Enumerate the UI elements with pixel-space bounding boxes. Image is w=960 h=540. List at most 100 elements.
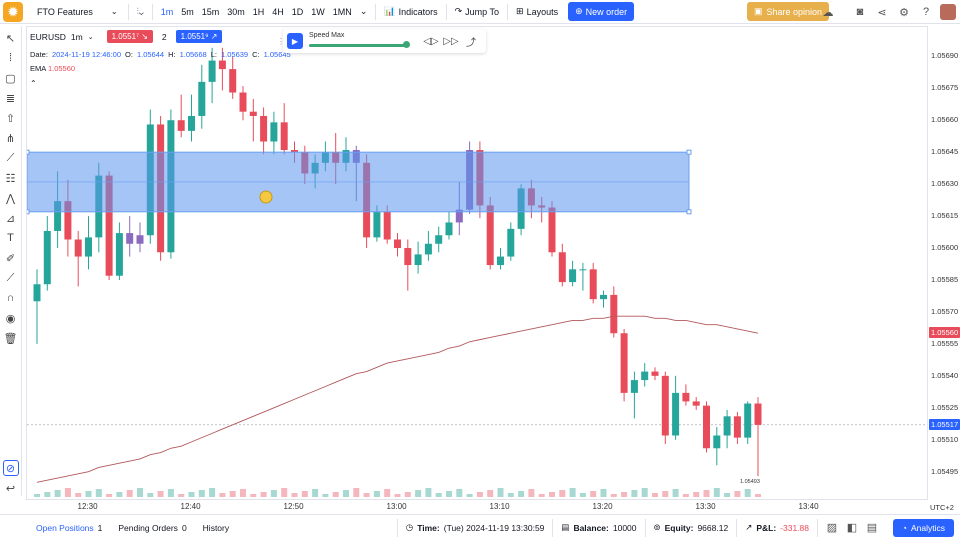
drawing-toolbar: ↖ ⁞ ▢ ≣ ⇧ ⋔ ⟋ ☷ ⋀ ⊿ T ✐ ⟋ ∩ ◉ 🗑 ⊘ ↩ [0, 26, 22, 496]
cloud-icon[interactable]: ☁ [822, 6, 834, 19]
volume-bar [322, 494, 329, 497]
chart-type-icon[interactable]: ⫶⌄ [136, 6, 144, 16]
step-back-icon[interactable]: ◁▷ [423, 35, 439, 47]
time-stat: ◷ Time: (Tue) 2024-11-19 13:30:59 [396, 518, 554, 537]
candle-body [33, 284, 41, 302]
camera-icon[interactable]: ◙ [856, 6, 864, 18]
play-button[interactable]: ▶ [287, 33, 303, 49]
candle-body [177, 120, 185, 131]
volume-bar [610, 494, 617, 497]
price-axis[interactable]: 1.05690 1.05675 1.05660 1.05645 1.05630 1.056… [928, 26, 960, 500]
cursor-icon[interactable]: ↖ [5, 32, 16, 45]
help-icon[interactable]: ? [922, 6, 930, 18]
gann-icon[interactable]: ☷ [5, 172, 16, 185]
drag-handle-icon[interactable]: ⋮ [277, 36, 285, 46]
volume-bar [569, 488, 576, 497]
workspace-selector[interactable]: FTO Features ⌄ [31, 4, 124, 20]
symbol-label[interactable]: EURUSD [30, 31, 66, 42]
layouts-label: Layouts [526, 6, 559, 17]
step-forward-icon[interactable]: ▷▷ [443, 35, 459, 47]
volume-bar [106, 494, 113, 497]
analytics-button[interactable]: ◔ Analytics [892, 519, 954, 537]
candle-body [43, 230, 51, 285]
share-opinion-button[interactable]: ▣ Share opinion [747, 2, 830, 21]
pnl-stat: ↗ P&L: -331.88 [737, 518, 818, 537]
indicators-label: Indicators [398, 6, 438, 17]
new-order-button[interactable]: ⊕ New order [568, 2, 635, 21]
timeframe-1D[interactable]: 1D [291, 6, 304, 17]
candle-body [754, 403, 762, 425]
candle-body [723, 416, 731, 436]
paint-icon[interactable]: ⟋ [6, 271, 15, 284]
analytics-icon: ◔ [901, 523, 907, 533]
timezone-label[interactable]: UTC+2 [930, 503, 954, 512]
speed-slider[interactable]: Speed Max [309, 31, 410, 51]
buy-button[interactable]: 1.0551⁹ ↗ [175, 30, 223, 43]
candle-body [630, 380, 638, 393]
vertical-line-icon[interactable]: ⁞ [8, 52, 13, 64]
trend-lines-icon[interactable]: ⟋ [6, 151, 15, 164]
chart-pane[interactable]: 1.05493 [26, 26, 928, 500]
pitchfork-icon[interactable]: ⋔ [5, 132, 16, 145]
candle-body [703, 405, 710, 449]
candlestick-chart[interactable]: 1.05493 [27, 27, 928, 500]
trash-icon[interactable]: 🗑 [3, 332, 18, 345]
timeframe-more-chevron-icon[interactable]: ⌄ [359, 6, 368, 16]
candle-body [744, 403, 752, 438]
magnet-icon[interactable]: ∩ [6, 292, 15, 304]
notes-icon[interactable]: ▨ [826, 522, 838, 534]
chevron-down-icon: ⌄ [110, 7, 118, 16]
speed-knob[interactable] [403, 41, 410, 48]
text-icon[interactable]: T [7, 232, 14, 244]
ruler-icon[interactable]: ⊿ [5, 212, 16, 225]
fib-icon[interactable]: ≣ [5, 92, 16, 105]
ema-row[interactable]: EMA 1.05560 [30, 64, 291, 73]
timeframe-5m[interactable]: 5m [181, 6, 194, 17]
jump-to-button[interactable]: ↷ Jump To [451, 3, 503, 20]
balance-value: 10000 [612, 522, 637, 533]
time-axis[interactable]: 12:30 12:40 12:50 13:00 13:10 13:20 13:30 13:40 [26, 500, 928, 514]
volume-bar [559, 490, 566, 497]
volume-bar [703, 490, 710, 497]
app-logo-icon[interactable]: ✹ [3, 1, 23, 22]
sidebar-toggle-icon[interactable]: ◧ [846, 522, 858, 534]
volume-bar [95, 489, 102, 497]
document-icon[interactable]: ▤ [866, 522, 878, 534]
timeframe-4H[interactable]: 4H [272, 6, 284, 17]
jump-bar-icon[interactable]: ⤴ [466, 37, 476, 49]
tab-pending-orders[interactable]: Pending Orders 0 [110, 523, 194, 533]
avatar[interactable] [940, 4, 956, 20]
timeframe-1W[interactable]: 1W [311, 6, 325, 17]
timeframe-1MN[interactable]: 1MN [332, 6, 352, 17]
candle-body [548, 207, 556, 253]
timeframe-30m[interactable]: 30m [227, 6, 245, 17]
volume-bar [734, 491, 741, 497]
volume-bar [518, 491, 525, 497]
settings-icon[interactable]: ⚙ [899, 6, 909, 19]
candle-body [404, 248, 412, 266]
timeframe-1H[interactable]: 1H [252, 6, 265, 17]
pnl-icon: ↗ [745, 522, 753, 532]
collapse-chevron-icon[interactable]: ⌃ [30, 79, 37, 88]
timeframe-1m[interactable]: 1m [160, 6, 174, 17]
link-icon[interactable]: ⊘ [2, 460, 19, 476]
timeframe-15m[interactable]: 15m [201, 6, 220, 17]
interval-label[interactable]: 1m [70, 31, 83, 42]
volume-bar [157, 491, 164, 497]
sell-button[interactable]: 1.0551⁷ ↘ [106, 30, 153, 43]
layouts-button[interactable]: ⊞ Layouts [512, 3, 562, 20]
back-icon[interactable]: ↩ [5, 482, 16, 495]
indicators-button[interactable]: 📊 Indicators [380, 3, 441, 20]
tab-open-positions[interactable]: Open Positions 1 [28, 523, 110, 533]
rectangle-icon[interactable]: ▢ [5, 72, 16, 85]
pnl-value: -331.88 [780, 522, 809, 533]
arrow-up-icon[interactable]: ⇧ [5, 112, 16, 125]
tab-history[interactable]: History [195, 523, 237, 533]
volume-bar [497, 488, 504, 497]
time-tick: 13:20 [592, 502, 613, 511]
pattern-icon[interactable]: ⋀ [5, 192, 16, 205]
share-network-icon[interactable]: ⋖ [877, 6, 887, 19]
brush-icon[interactable]: ✐ [5, 252, 16, 265]
eye-icon[interactable]: ◉ [5, 312, 16, 325]
date-label: Date: [30, 50, 48, 59]
